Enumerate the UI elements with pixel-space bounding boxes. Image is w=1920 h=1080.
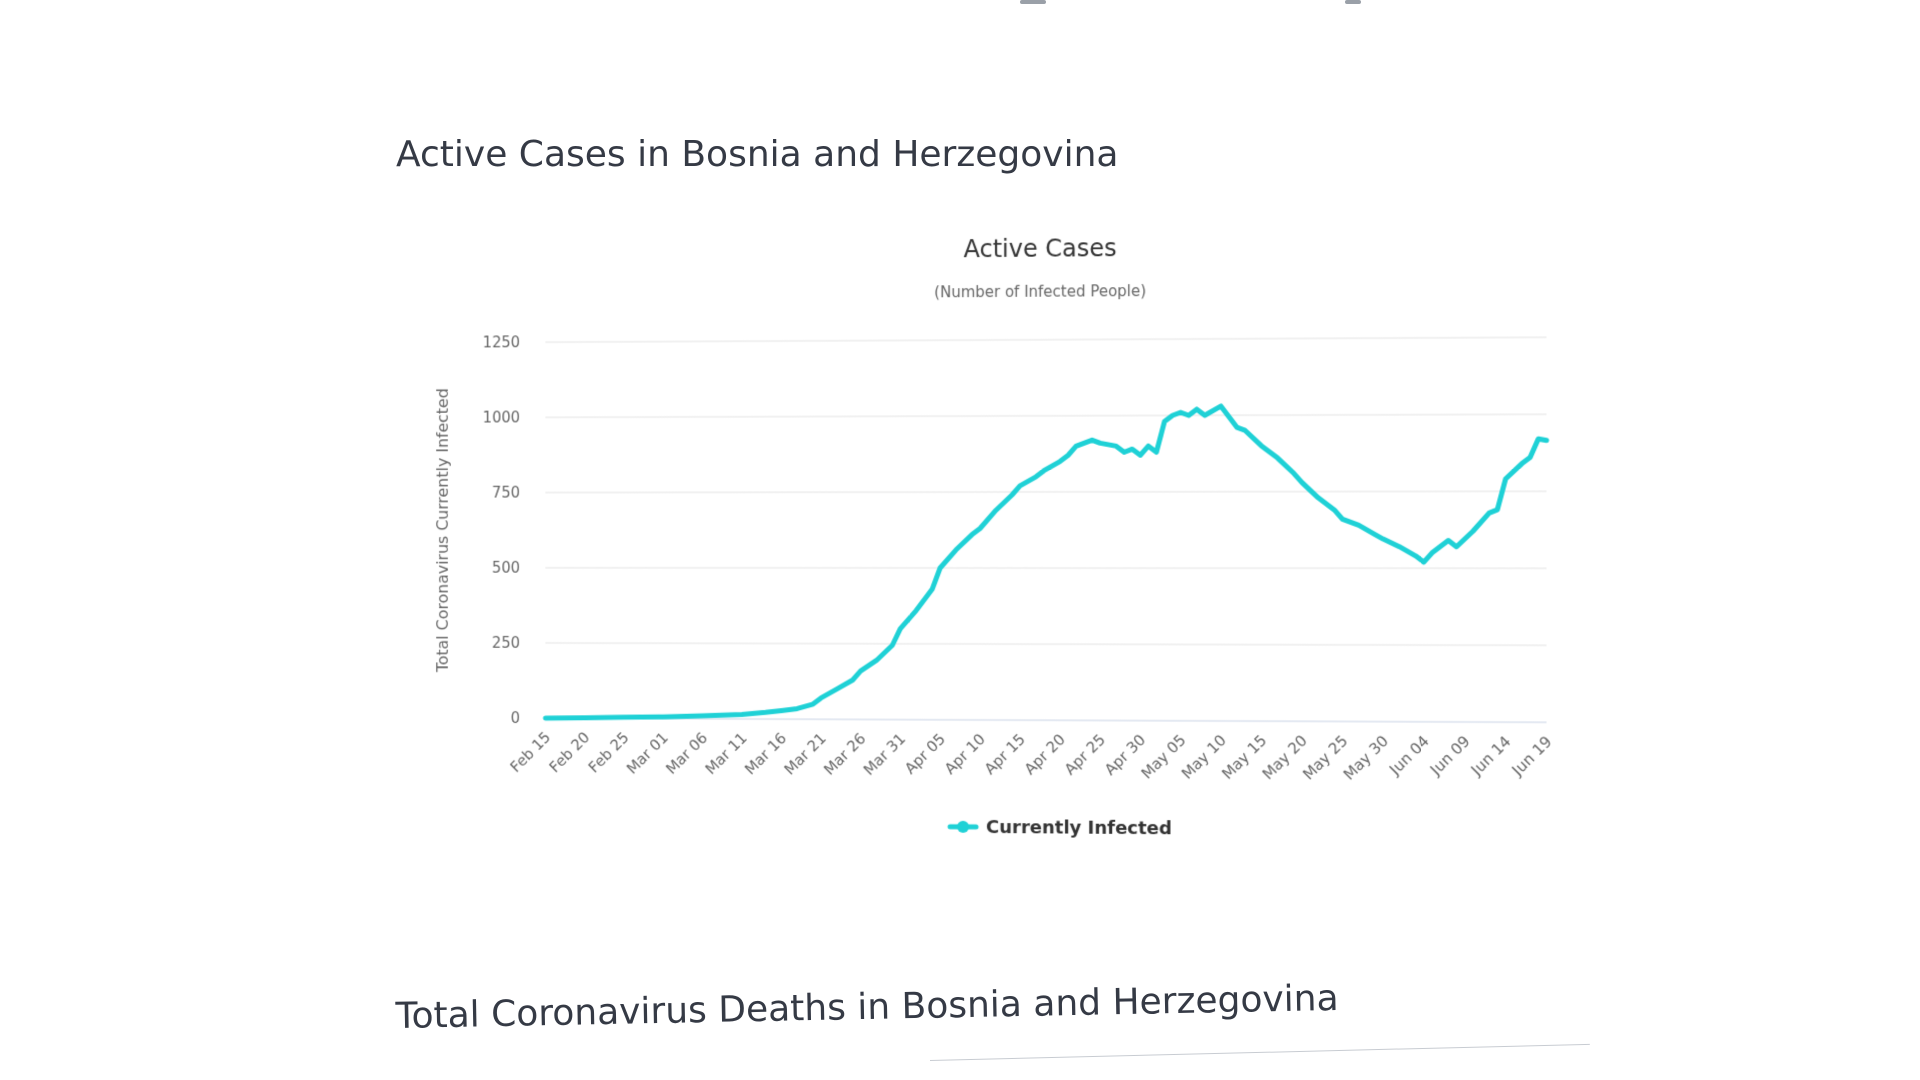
legend-item-currently-infected: Currently Infected (986, 817, 1172, 839)
x-tick-label: Feb 20 (546, 728, 593, 776)
gridline (545, 568, 1546, 569)
x-tick-label: Mar 31 (860, 730, 909, 779)
x-tick-label: Mar 16 (741, 729, 790, 778)
gridline (545, 643, 1546, 645)
x-tick-label: Jun 19 (1507, 732, 1555, 779)
x-tick-label: Feb 15 (507, 728, 554, 776)
legend-marker (957, 821, 970, 834)
x-tick-label: Feb 25 (585, 728, 633, 776)
next-chart-border (929, 1043, 1590, 1061)
gridline (545, 414, 1546, 417)
x-tick-label: Apr 15 (981, 730, 1029, 778)
series-line-currently-infected (545, 405, 1546, 722)
x-tick-label: Apr 05 (901, 730, 949, 778)
x-tick-label: Mar 21 (780, 729, 829, 778)
section-heading-total-deaths: Total Coronavirus Deaths in Bosnia and H… (395, 977, 1339, 1037)
section-heading-active-cases: Active Cases in Bosnia and Herzegovina (396, 134, 1119, 175)
y-tick-label: 1250 (483, 333, 520, 351)
x-tick-label: Apr 25 (1061, 730, 1109, 778)
x-tick-label: Mar 01 (623, 729, 672, 778)
clipped-text-fragment (1020, 0, 1046, 4)
x-tick-label: Apr 10 (941, 730, 989, 778)
chart-subtitle: (Number of Infected People) (934, 282, 1146, 301)
x-tick-label: Mar 11 (702, 729, 751, 778)
y-tick-label: 1000 (483, 408, 520, 426)
clipped-text-fragment (1345, 0, 1361, 4)
gridline (545, 491, 1546, 492)
x-tick-label: Jun 14 (1467, 732, 1515, 779)
x-tick-label: May 30 (1340, 732, 1392, 784)
chart-title: Active Cases (964, 234, 1117, 263)
gridline (545, 337, 1546, 342)
chart-container: Active Cases (Number of Infected People) T… (409, 210, 1588, 879)
x-tick-label: Jun 09 (1426, 732, 1474, 779)
x-tick-label: Mar 06 (662, 729, 711, 778)
y-axis-label: Total Coronavirus Currently Infected (433, 388, 452, 673)
x-tick-label: Apr 20 (1021, 730, 1069, 778)
x-tick-label: Mar 26 (820, 729, 869, 778)
y-tick-label: 0 (511, 709, 520, 727)
y-tick-label: 250 (492, 634, 520, 652)
y-tick-label: 500 (492, 559, 520, 577)
active-cases-chart: Active Cases (Number of Infected People) T… (433, 234, 1555, 839)
gridline (545, 718, 1546, 722)
x-tick-label: Jun 04 (1385, 732, 1433, 779)
y-tick-label: 750 (492, 484, 520, 502)
